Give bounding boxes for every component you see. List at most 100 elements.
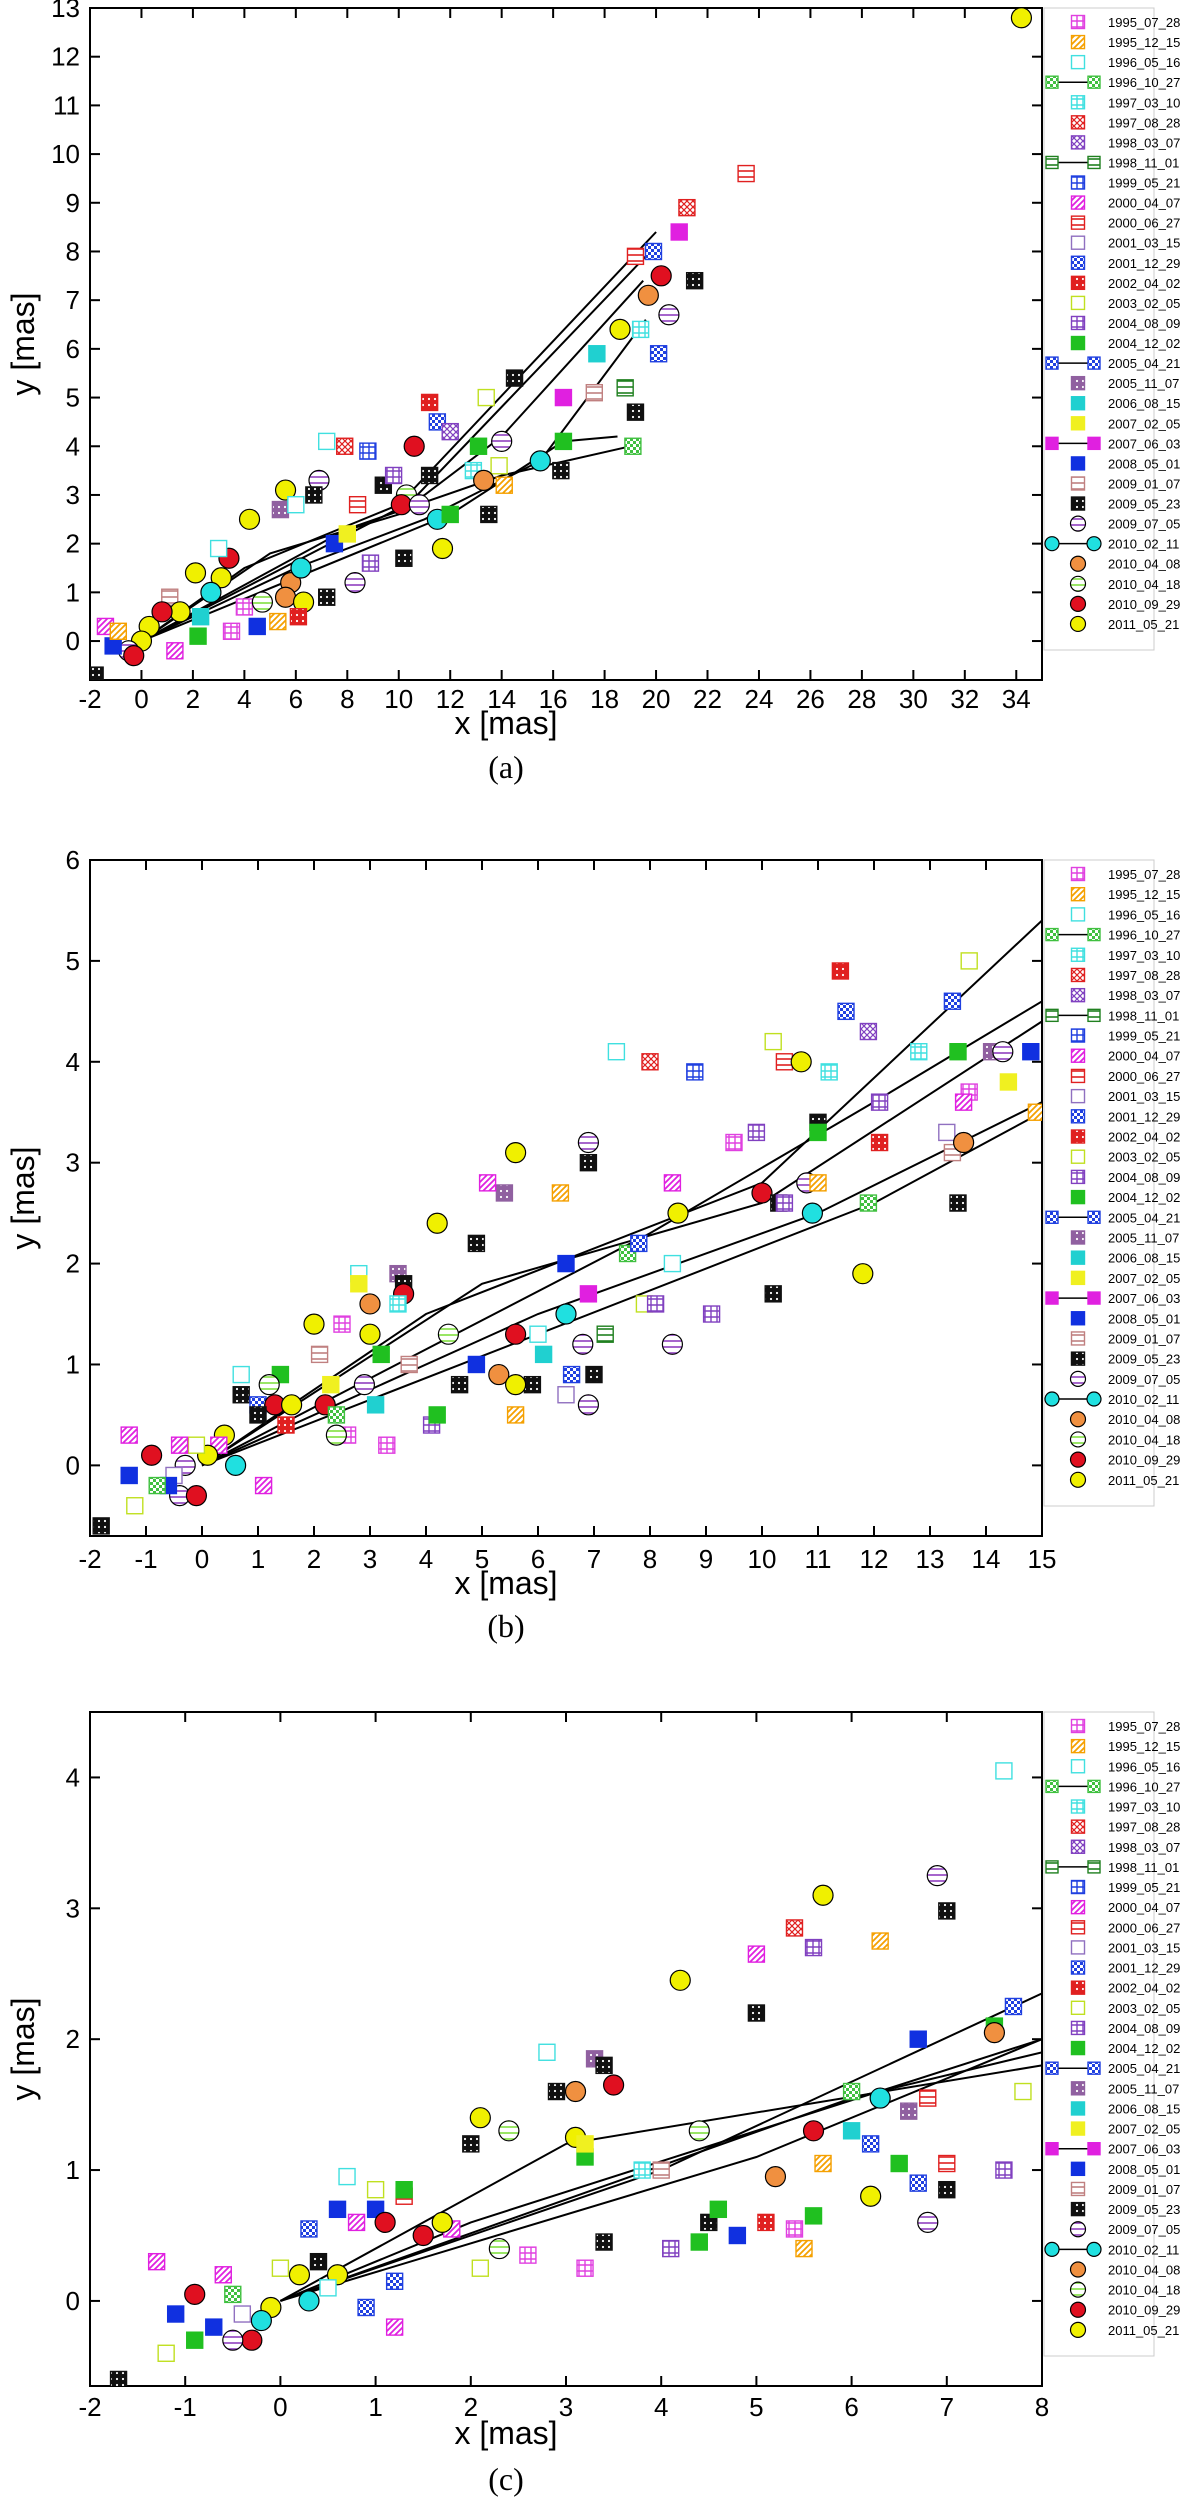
legend-label: 1996_05_16 bbox=[1108, 907, 1180, 922]
data-point-2010_09_29 bbox=[403, 435, 425, 457]
data-point-2010_09_29 bbox=[504, 1323, 527, 1345]
legend-label: 2000_04_07 bbox=[1108, 196, 1180, 211]
data-point-2008_05_01 bbox=[166, 2305, 185, 2323]
data-point-2011_05_21 bbox=[274, 479, 297, 501]
legend-item: 2003_02_05 bbox=[1070, 295, 1180, 311]
legend-label: 2010_09_29 bbox=[1108, 597, 1180, 612]
y-axis-label: y [mas] bbox=[5, 1146, 41, 1249]
y-tick-label: 5 bbox=[66, 383, 80, 413]
data-point-2002_04_02 bbox=[277, 1416, 295, 1434]
data-point-2010_09_29 bbox=[602, 2074, 625, 2096]
legend-label: 2010_09_29 bbox=[1108, 2303, 1180, 2318]
legend-marker bbox=[1069, 2301, 1087, 2318]
data-point-2009_05_23 bbox=[595, 2056, 613, 2075]
data-point-1995_12_15 bbox=[1027, 1103, 1042, 1121]
x-tick-label: 1 bbox=[368, 2392, 382, 2422]
plot-frame bbox=[89, 7, 1043, 681]
data-point-2004_12_02 bbox=[186, 2331, 204, 2349]
data-point-2009_05_23 bbox=[764, 1285, 782, 1303]
data-point-2008_05_01 bbox=[366, 2200, 385, 2219]
legend-label: 1995_07_28 bbox=[1108, 15, 1180, 30]
data-point-2010_02_11 bbox=[529, 450, 551, 472]
legend-label: 2009_07_05 bbox=[1108, 517, 1180, 532]
data-point-1995_07_28 bbox=[378, 1436, 396, 1454]
trajectory-line-1 bbox=[201, 919, 1042, 1467]
data-point-1995_12_15 bbox=[795, 2239, 813, 2258]
trajectory-line-2 bbox=[201, 1020, 1042, 1467]
legend-marker bbox=[1086, 1391, 1102, 1407]
legend-item: 2005_11_07 bbox=[1070, 2081, 1179, 2096]
legend-marker bbox=[1069, 575, 1087, 592]
legend-marker bbox=[1070, 2020, 1086, 2036]
data-point-2009_07_05 bbox=[353, 1374, 375, 1396]
data-point-2006_08_15 bbox=[588, 345, 606, 363]
data-point-2010_09_29 bbox=[802, 2120, 825, 2142]
legend-marker bbox=[1070, 1230, 1086, 1245]
data-point-2004_08_09 bbox=[361, 554, 380, 572]
data-point-2004_12_02 bbox=[395, 2180, 413, 2199]
legend-label: 2000_06_27 bbox=[1108, 1069, 1180, 1084]
data-point-2010_04_08 bbox=[488, 1363, 510, 1386]
y-tick-label: 2 bbox=[66, 529, 80, 559]
data-point-2011_05_21 bbox=[238, 508, 261, 530]
legend-item: 2002_04_02 bbox=[1070, 1129, 1180, 1145]
data-point-2009_07_05 bbox=[577, 1394, 600, 1416]
y-tick-label: 12 bbox=[51, 42, 80, 72]
legend-label: 1999_05_21 bbox=[1108, 1029, 1180, 1044]
legend-item: 2009_07_05 bbox=[1069, 1370, 1180, 1387]
legend-marker bbox=[1070, 54, 1086, 70]
data-point-1996_05_16 bbox=[287, 495, 305, 514]
data-point-2009_07_05 bbox=[661, 1333, 684, 1355]
legend-marker bbox=[1069, 1431, 1087, 1448]
data-point-2000_04_07 bbox=[166, 642, 184, 660]
legend-item: 1996_05_16 bbox=[1070, 54, 1180, 70]
legend-item: 2007_02_05 bbox=[1070, 416, 1180, 431]
legend-marker bbox=[1069, 1451, 1087, 1468]
y-tick-label: 7 bbox=[66, 285, 80, 315]
data-point-2010_04_08 bbox=[359, 1293, 381, 1315]
data-point-2009_07_05 bbox=[926, 1864, 948, 1887]
legend-item: 2005_11_07 bbox=[1070, 375, 1179, 391]
legend-item: 1997_03_10 bbox=[1070, 947, 1180, 963]
legend-label: 2010_02_11 bbox=[1108, 1392, 1179, 1407]
data-point-2010_04_08 bbox=[564, 2080, 587, 2103]
legend-marker bbox=[1070, 335, 1086, 351]
plot-frame bbox=[89, 859, 1043, 1537]
legend-item: 2008_05_01 bbox=[1070, 2161, 1180, 2177]
data-point-2008_05_01 bbox=[1022, 1043, 1040, 1061]
legend-label: 2006_08_15 bbox=[1108, 396, 1180, 411]
y-tick-label: 3 bbox=[66, 480, 80, 510]
legend-item: 2009_05_23 bbox=[1070, 2201, 1180, 2217]
y-tick-label: 6 bbox=[66, 845, 80, 875]
data-point-2007_02_05 bbox=[322, 1375, 340, 1394]
data-point-2009_05_23 bbox=[523, 1375, 542, 1394]
data-point-2010_09_29 bbox=[151, 601, 173, 623]
data-point-1995_12_15 bbox=[269, 612, 287, 631]
data-point-1997_03_10 bbox=[389, 1295, 407, 1313]
legend-item: 2004_12_02 bbox=[1070, 335, 1180, 351]
legend-marker bbox=[1069, 2321, 1087, 2338]
data-point-2009_01_07 bbox=[310, 1345, 329, 1364]
legend-label: 1997_03_10 bbox=[1108, 1800, 1180, 1815]
data-point-2000_04_07 bbox=[254, 1476, 273, 1495]
data-point-1995_12_15 bbox=[809, 1174, 827, 1192]
data-point-2004_12_02 bbox=[709, 2200, 728, 2219]
data-point-2008_05_01 bbox=[909, 2030, 927, 2048]
legend-marker bbox=[1070, 1960, 1086, 1975]
data-point-2005_11_07 bbox=[495, 1184, 514, 1202]
data-point-2010_04_18 bbox=[325, 1424, 347, 1446]
y-tick-label: 4 bbox=[66, 431, 80, 461]
data-point-2002_04_02 bbox=[289, 607, 308, 626]
data-point-2007_06_03 bbox=[670, 223, 688, 241]
data-point-2004_12_02 bbox=[428, 1406, 446, 1424]
x-tick-label: -1 bbox=[174, 2392, 197, 2422]
legend-item: 2009_07_05 bbox=[1069, 515, 1180, 532]
legend-item: 2004_12_02 bbox=[1070, 1189, 1180, 1205]
x-tick-label: 13 bbox=[916, 1544, 945, 1574]
data-point-2010_04_18 bbox=[488, 2237, 510, 2260]
data-point-1995_07_28 bbox=[725, 1133, 743, 1152]
x-tick-label: 9 bbox=[699, 1544, 713, 1574]
data-point-2009_05_23 bbox=[92, 1517, 110, 1535]
legend-item: 2010_04_18 bbox=[1069, 575, 1180, 592]
legend-label: 1996_10_27 bbox=[1108, 928, 1180, 943]
